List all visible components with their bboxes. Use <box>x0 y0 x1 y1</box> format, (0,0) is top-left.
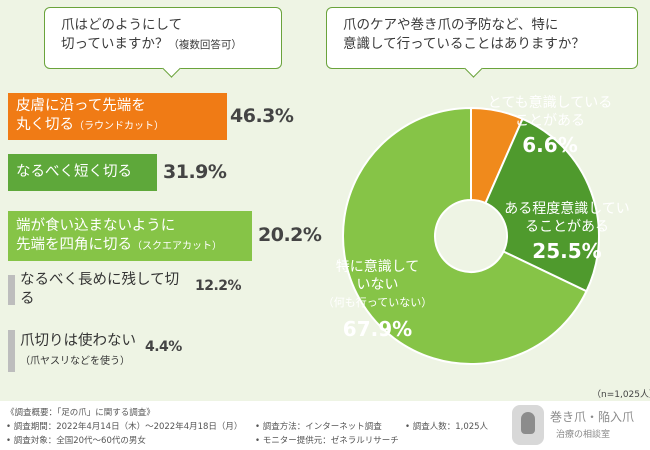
footer-period: • 調査期間：2022年4月14日（木）〜2022年4月18日（月） <box>6 422 243 432</box>
donut-slice-2 <box>484 117 600 293</box>
question2-line1: 爪のケアや巻き爪の予防など、特に <box>343 17 559 33</box>
question2-bubble: 爪のケアや巻き爪の予防など、特に 意識して行っていることはありますか？ <box>326 7 638 78</box>
pie-label-1-value: 6.6% <box>522 133 578 157</box>
footer-count: • 調査人数：1,025人 <box>405 422 489 432</box>
bar-5: 爪切りは使わない （爪ヤスリなどを使う） <box>8 330 188 372</box>
footer-title: 《調査概要：「足の爪」に関する調査》 <box>6 408 155 418</box>
bar-2-value: 31.9% <box>163 160 227 183</box>
bar-3: 端が食い込まないように 先端を四角に切る（スクエアカット） <box>8 211 252 261</box>
bar-1: 皮膚に沿って先端を 丸く切る（ラウンドカット） <box>8 93 227 140</box>
bar-4: なるべく長めに残して切る <box>8 272 188 307</box>
question1-bubble: 爪はどのようにして 切っていますか？（複数回答可） <box>44 7 282 78</box>
sample-size-note: （n=1,025人） <box>592 390 650 400</box>
survey-footer: 《調査概要：「足の爪」に関する調査》 • 調査期間：2022年4月14日（木）〜… <box>0 401 650 450</box>
pie-label-3-value: 67.9% <box>342 317 413 341</box>
footer-target: • 調査対象：全国20代〜60代の男女 <box>6 436 146 446</box>
bar-4-marker <box>8 275 15 305</box>
bar-4-value: 12.2% <box>195 278 242 294</box>
question1-line1: 爪はどのようにして <box>61 17 183 33</box>
bar-2-label: なるべく短く切る <box>16 164 132 180</box>
bar-3-label: 端が食い込まないように <box>16 217 176 234</box>
bar-2: なるべく短く切る <box>8 154 157 191</box>
donut-slice-3 <box>342 106 588 365</box>
bar-1-label: 皮膚に沿って先端を <box>16 98 146 114</box>
question2-line2: 意識して行っていることはありますか？ <box>343 36 585 52</box>
bar-5-value: 4.4% <box>145 339 182 355</box>
footer-provider: • モニター提供元：ゼネラルリサーチ <box>255 436 399 446</box>
pie-label-2-value: 25.5% <box>532 239 602 263</box>
bar-3-value: 20.2% <box>258 224 322 246</box>
question1-note: （複数回答可） <box>168 39 242 51</box>
footer-method: • 調査方法：インターネット調査 <box>255 422 382 432</box>
logo-text-line1: 巻き爪・陥入爪 <box>550 410 635 424</box>
question1-line2: 切っていますか？ <box>61 36 169 52</box>
bar-4-label: なるべく長めに残して切る <box>20 272 180 307</box>
bar-1-value: 46.3% <box>230 104 294 127</box>
pie-label-3: 特に意識して いない （何も行っていない） 67.9% <box>315 258 440 344</box>
pie-label-1: とても意識している ことがある 6.6% <box>470 94 630 158</box>
logo-text-line2: 治療の相談室 <box>556 430 611 440</box>
bar-5-marker <box>8 330 15 372</box>
brand-logo: 巻き爪・陥入爪 治療の相談室 <box>512 405 644 447</box>
pie-label-2: ある程度意識してい ることがある 25.5% <box>498 200 636 264</box>
foot-logo-icon <box>512 405 544 445</box>
bar-5-label: 爪切りは使わない <box>20 332 136 349</box>
